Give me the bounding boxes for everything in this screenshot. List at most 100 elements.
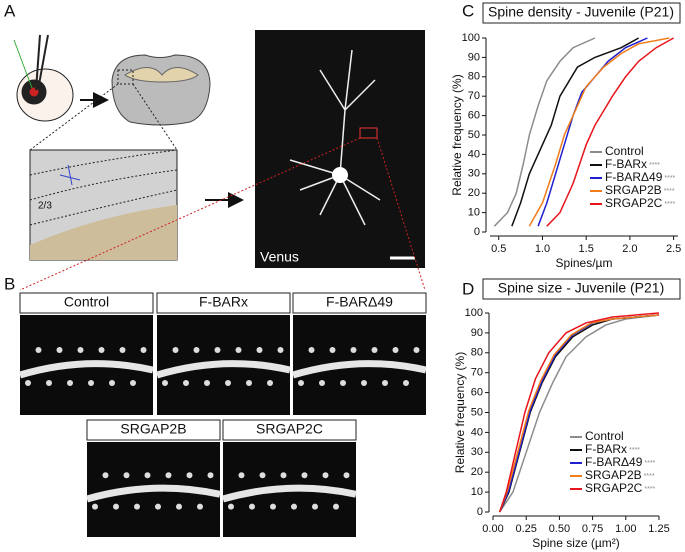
- chart-title: Spine size - Juvenile (P21): [498, 280, 665, 296]
- y-tick-label: 40: [471, 426, 483, 438]
- spine: [319, 380, 325, 386]
- spine: [277, 347, 284, 353]
- zoom-line: [376, 137, 426, 291]
- spine: [291, 503, 297, 510]
- spine: [88, 380, 94, 386]
- panel-letter: C: [462, 1, 474, 20]
- spine: [123, 472, 130, 479]
- y-tick-label: 0: [477, 506, 483, 518]
- title-box: [482, 278, 681, 300]
- spine: [343, 472, 350, 479]
- spine: [267, 380, 273, 386]
- y-tick-label: 40: [468, 148, 480, 160]
- y-tick-label: 90: [471, 327, 483, 339]
- title-box: [482, 2, 681, 24]
- y-tick-label: 90: [468, 51, 480, 63]
- panel-letter: D: [462, 279, 474, 298]
- y-tick-label: 20: [468, 187, 480, 199]
- spine: [228, 503, 234, 510]
- spine: [186, 472, 193, 479]
- spine: [77, 347, 84, 353]
- legend-label: SRGAP2B ****: [585, 468, 655, 482]
- image-label: SRGAP2C: [256, 421, 323, 437]
- spine: [350, 347, 357, 353]
- x-tick-label: 2.5: [666, 243, 681, 255]
- spine: [207, 472, 214, 479]
- spine: [413, 347, 420, 353]
- spine: [214, 347, 221, 353]
- mouse-sketch: [13, 34, 74, 122]
- spine: [322, 472, 329, 479]
- x-tick-label: 0.00: [482, 523, 503, 535]
- significance: ****: [664, 201, 675, 208]
- y-tick-label: 80: [468, 71, 480, 83]
- spine: [238, 472, 245, 479]
- x-tick-label: 1.00: [615, 523, 636, 535]
- y-tick-label: 100: [462, 32, 480, 44]
- y-tick-label: 30: [468, 168, 480, 180]
- legend-label: SRGAP2B ****: [605, 183, 675, 197]
- spine: [270, 503, 276, 510]
- series-line: [493, 37, 596, 227]
- legend-label: F-BARx ****: [585, 442, 640, 456]
- legend-label: Control: [605, 144, 644, 158]
- spine: [193, 347, 200, 353]
- brain-slice: [111, 54, 211, 126]
- image-label-box: [222, 419, 357, 441]
- spine: [308, 347, 315, 353]
- spine: [35, 347, 42, 353]
- spine: [140, 347, 147, 353]
- legend-label: SRGAP2C ****: [585, 481, 656, 495]
- spine: [312, 503, 318, 510]
- spine: [98, 347, 105, 353]
- series-line: [528, 37, 670, 227]
- spine: [301, 472, 308, 479]
- y-tick-label: 50: [468, 129, 480, 141]
- x-axis-label: Spine size (µm²): [532, 536, 620, 550]
- spine: [225, 380, 231, 386]
- significance: ****: [664, 188, 675, 195]
- y-tick-label: 10: [468, 207, 480, 219]
- y-tick-label: 20: [471, 466, 483, 478]
- image-label: F-BARΔ49: [326, 294, 393, 310]
- spine: [403, 380, 409, 386]
- spine: [204, 380, 210, 386]
- spine: [144, 472, 151, 479]
- significance: ****: [664, 175, 675, 182]
- x-tick-label: 2.0: [622, 243, 637, 255]
- y-tick-label: 100: [465, 307, 483, 319]
- image-label-box: [156, 292, 291, 314]
- spine: [392, 347, 399, 353]
- spine: [102, 472, 109, 479]
- spine: [333, 503, 339, 510]
- chart-title: Spine density - Juvenile (P21): [488, 4, 674, 20]
- series-line: [498, 314, 660, 513]
- series-line: [511, 37, 640, 227]
- legend-label: F-BARΔ49 ****: [605, 170, 676, 184]
- spine: [92, 503, 98, 510]
- image-label-box: [86, 419, 221, 441]
- x-tick-label: 1.25: [648, 523, 669, 535]
- x-tick-label: 1.5: [579, 243, 594, 255]
- legend-label: Control: [585, 429, 624, 443]
- legend-label: SRGAP2C ****: [605, 196, 676, 210]
- spine: [165, 472, 172, 479]
- x-tick-label: 0.75: [582, 523, 603, 535]
- y-axis-label: Relative frequency (%): [450, 74, 464, 195]
- y-tick-label: 70: [471, 367, 483, 379]
- spine: [256, 347, 263, 353]
- panel-letter: A: [4, 1, 16, 20]
- spine: [67, 380, 73, 386]
- inset: [29, 83, 178, 261]
- spine: [130, 380, 136, 386]
- spine: [176, 503, 182, 510]
- dendrite: [222, 484, 357, 503]
- image-label-box: [292, 292, 427, 314]
- layer-label: 2/3: [38, 201, 52, 212]
- x-tick-label: 0.50: [549, 523, 570, 535]
- image-label: F-BARx: [199, 294, 248, 310]
- spine: [25, 380, 31, 386]
- spine: [155, 503, 161, 510]
- spine: [340, 380, 346, 386]
- spine: [134, 503, 140, 510]
